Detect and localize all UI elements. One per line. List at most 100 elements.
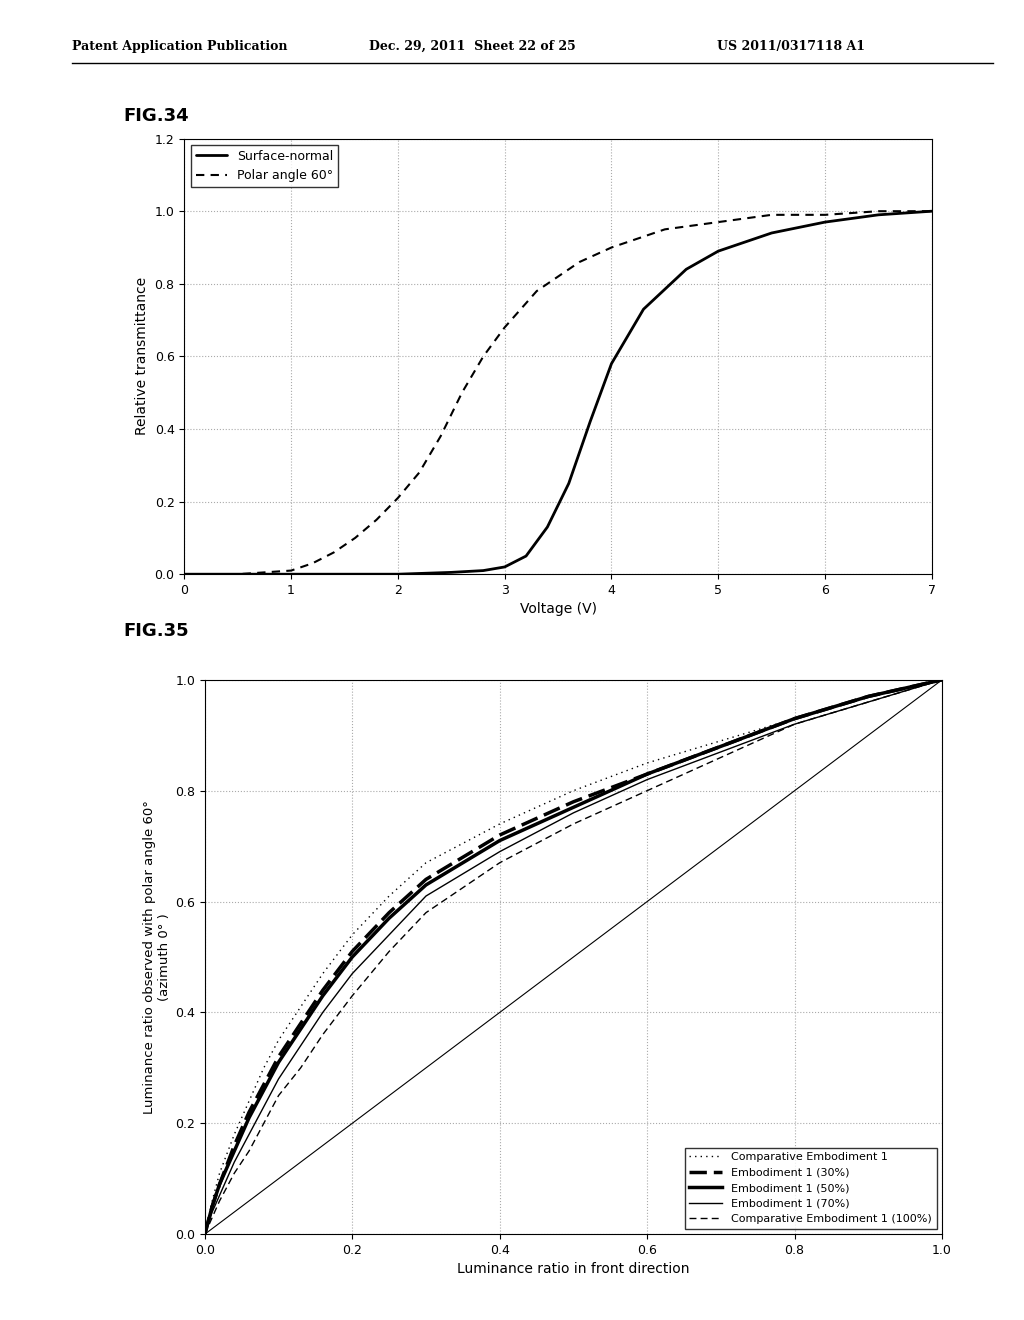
Embodiment 1 (50%) — [228, 1143, 241, 1159]
Comparative Embodiment 1 — [199, 1226, 211, 1242]
Polar angle 60° — [392, 490, 404, 506]
Comparative Embodiment 1 (100%) — [936, 672, 948, 688]
Surface-normal — [766, 224, 778, 240]
Text: FIG.34: FIG.34 — [123, 107, 188, 125]
Comparative Embodiment 1 — [715, 733, 727, 748]
Comparative Embodiment 1 (100%) — [272, 1088, 285, 1104]
Embodiment 1 (70%) — [316, 1005, 329, 1020]
Embodiment 1 (30%) — [567, 793, 580, 809]
Embodiment 1 (30%) — [346, 944, 358, 960]
Comparative Embodiment 1 — [383, 888, 395, 904]
Polar angle 60° — [349, 531, 361, 546]
Surface-normal — [926, 203, 938, 219]
Embodiment 1 (50%) — [788, 710, 801, 726]
Surface-normal — [637, 301, 649, 317]
Embodiment 1 (70%) — [567, 805, 580, 821]
Embodiment 1 (70%) — [383, 927, 395, 942]
Text: US 2011/0317118 A1: US 2011/0317118 A1 — [717, 40, 865, 53]
Embodiment 1 (70%) — [420, 888, 432, 904]
Comparative Embodiment 1 — [862, 689, 874, 705]
Comparative Embodiment 1 — [243, 1093, 255, 1109]
Embodiment 1 (70%) — [346, 966, 358, 982]
Embodiment 1 (30%) — [243, 1105, 255, 1121]
Embodiment 1 (50%) — [272, 1055, 285, 1071]
Embodiment 1 (50%) — [316, 987, 329, 1003]
Embodiment 1 (70%) — [258, 1098, 270, 1114]
Line: Embodiment 1 (70%): Embodiment 1 (70%) — [205, 680, 942, 1234]
Comparative Embodiment 1 — [228, 1126, 241, 1142]
Embodiment 1 (30%) — [494, 828, 506, 843]
Embodiment 1 (70%) — [862, 694, 874, 710]
Polar angle 60° — [766, 207, 778, 223]
Surface-normal — [542, 519, 554, 535]
Comparative Embodiment 1 — [494, 816, 506, 832]
Polar angle 60° — [605, 240, 617, 256]
Comparative Embodiment 1 — [641, 755, 653, 771]
Embodiment 1 (50%) — [295, 1022, 307, 1038]
Surface-normal — [520, 548, 532, 564]
Comparative Embodiment 1 (100%) — [494, 855, 506, 871]
Polar angle 60° — [658, 222, 671, 238]
Embodiment 1 (70%) — [788, 717, 801, 733]
Embodiment 1 (70%) — [272, 1071, 285, 1086]
Embodiment 1 (50%) — [383, 911, 395, 927]
Surface-normal — [872, 207, 885, 223]
Embodiment 1 (30%) — [420, 871, 432, 887]
Comparative Embodiment 1 — [788, 710, 801, 726]
Polar angle 60° — [872, 203, 885, 219]
Embodiment 1 (70%) — [206, 1204, 218, 1220]
Y-axis label: Luminance ratio observed with polar angle 60°
(azimuth 0° ): Luminance ratio observed with polar angl… — [143, 800, 171, 1114]
Embodiment 1 (70%) — [199, 1226, 211, 1242]
Comparative Embodiment 1 (100%) — [715, 750, 727, 766]
Comparative Embodiment 1 — [936, 672, 948, 688]
Text: FIG.35: FIG.35 — [123, 622, 188, 640]
Polar angle 60° — [819, 207, 831, 223]
Embodiment 1 (30%) — [862, 689, 874, 705]
Y-axis label: Relative transmittance: Relative transmittance — [135, 277, 150, 436]
Embodiment 1 (50%) — [206, 1199, 218, 1214]
Surface-normal — [477, 562, 489, 578]
Embodiment 1 (70%) — [213, 1188, 225, 1204]
Embodiment 1 (70%) — [228, 1154, 241, 1170]
Embodiment 1 (30%) — [213, 1176, 225, 1192]
Embodiment 1 (70%) — [936, 672, 948, 688]
Embodiment 1 (50%) — [213, 1176, 225, 1192]
Embodiment 1 (30%) — [258, 1077, 270, 1093]
Embodiment 1 (30%) — [272, 1049, 285, 1065]
Comparative Embodiment 1 (100%) — [788, 717, 801, 733]
Surface-normal — [231, 566, 244, 582]
Polar angle 60° — [926, 203, 938, 219]
Legend: Comparative Embodiment 1, Embodiment 1 (30%), Embodiment 1 (50%), Embodiment 1 (: Comparative Embodiment 1, Embodiment 1 (… — [685, 1147, 937, 1229]
Comparative Embodiment 1 (100%) — [228, 1166, 241, 1181]
Comparative Embodiment 1 — [258, 1060, 270, 1076]
Polar angle 60° — [434, 428, 446, 444]
Comparative Embodiment 1 (100%) — [346, 987, 358, 1003]
Embodiment 1 (70%) — [494, 843, 506, 859]
Surface-normal — [712, 243, 724, 259]
Polar angle 60° — [285, 562, 297, 578]
Polar angle 60° — [456, 385, 468, 401]
Embodiment 1 (30%) — [641, 766, 653, 781]
Comparative Embodiment 1 (100%) — [213, 1193, 225, 1209]
Embodiment 1 (30%) — [228, 1138, 241, 1154]
Surface-normal — [178, 566, 190, 582]
X-axis label: Voltage (V): Voltage (V) — [519, 602, 597, 616]
Comparative Embodiment 1 — [420, 855, 432, 871]
Embodiment 1 (50%) — [494, 833, 506, 849]
Embodiment 1 (30%) — [206, 1199, 218, 1214]
Polar angle 60° — [499, 319, 511, 335]
Comparative Embodiment 1 (100%) — [258, 1115, 270, 1131]
Comparative Embodiment 1 (100%) — [641, 783, 653, 799]
Surface-normal — [584, 414, 596, 430]
Comparative Embodiment 1 (100%) — [316, 1027, 329, 1043]
Comparative Embodiment 1 (100%) — [862, 694, 874, 710]
Embodiment 1 (30%) — [295, 1015, 307, 1031]
Polar angle 60° — [477, 348, 489, 364]
Text: Dec. 29, 2011  Sheet 22 of 25: Dec. 29, 2011 Sheet 22 of 25 — [369, 40, 575, 53]
X-axis label: Luminance ratio in front direction: Luminance ratio in front direction — [457, 1262, 690, 1276]
Surface-normal — [680, 261, 692, 277]
Comparative Embodiment 1 — [272, 1032, 285, 1048]
Surface-normal — [338, 566, 350, 582]
Comparative Embodiment 1 — [346, 927, 358, 942]
Line: Embodiment 1 (30%): Embodiment 1 (30%) — [205, 680, 942, 1234]
